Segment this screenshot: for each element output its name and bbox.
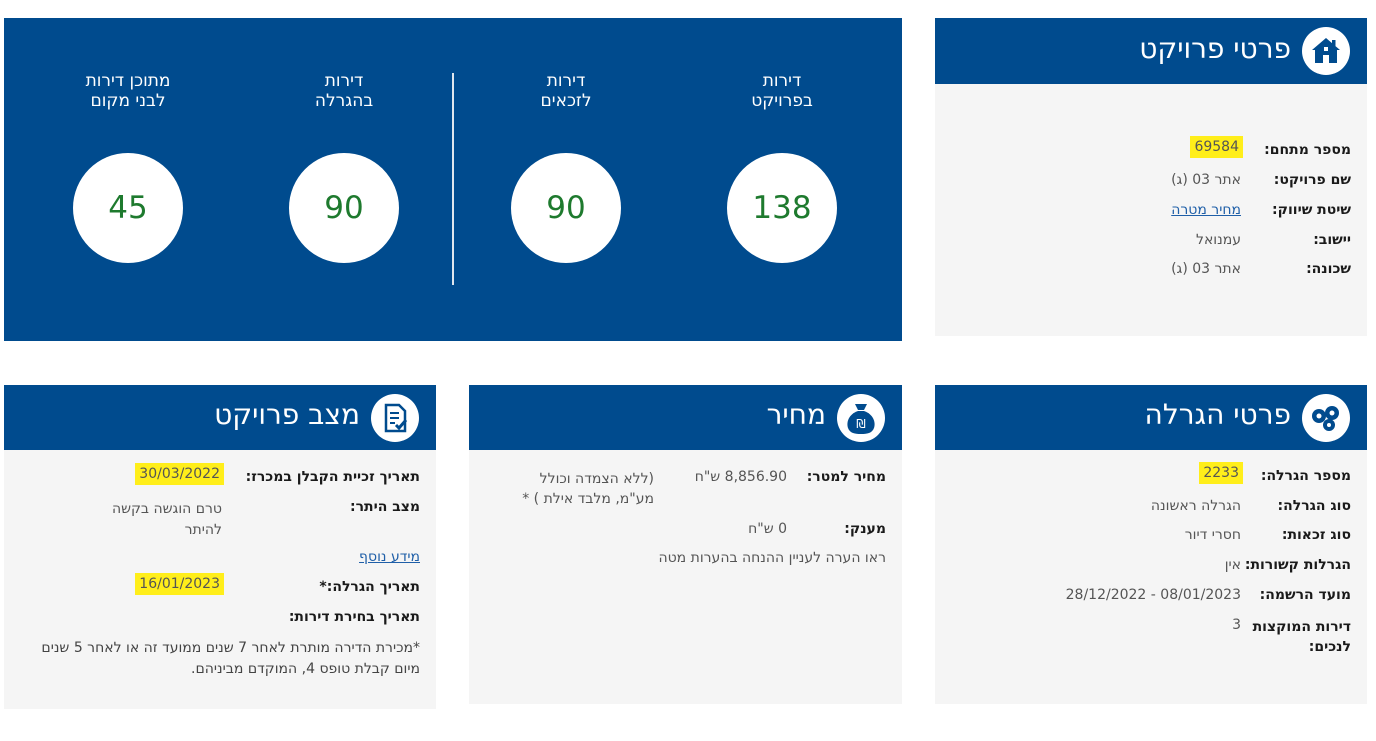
registration-period-value: 08/01/2023 - 28/12/2022 bbox=[1065, 587, 1241, 603]
related-lotteries-value: אין bbox=[1224, 557, 1241, 573]
svg-text:₪: ₪ bbox=[856, 417, 865, 431]
disabled-apartments-label: דירות המוקצות לנכים: bbox=[1253, 617, 1351, 657]
stat-label: מתוכן דירות לבני מקום bbox=[38, 71, 218, 111]
permit-status-line1: טרם הוגשה בקשה bbox=[111, 501, 222, 517]
stat-value: 45 bbox=[73, 153, 183, 263]
card-header: מצב פרויקט bbox=[4, 385, 436, 450]
contractor-win-date-value: 30/03/2022 bbox=[135, 463, 224, 485]
stat-label-line2: בהגרלה bbox=[314, 91, 374, 111]
resale-footnote: *מכירת הדירה מותרת לאחר 7 שנים ממועד זה … bbox=[41, 638, 420, 680]
compound-number-value: 69584 bbox=[1190, 136, 1243, 158]
stat-label: דירות בפרויקט bbox=[692, 71, 872, 111]
stats-divider bbox=[452, 73, 454, 285]
neighborhood-value: אתר 03 (ג) bbox=[1171, 261, 1241, 277]
apartment-selection-date-label: תאריך בחירת דירות: bbox=[288, 609, 420, 625]
disabled-apartments-value: 3 bbox=[1232, 617, 1241, 633]
stat-label-line1: דירות bbox=[546, 71, 586, 91]
card-title: פרטי פרויקט bbox=[1139, 32, 1291, 65]
stat-value: 90 bbox=[289, 153, 399, 263]
stat-label-line1: דירות bbox=[324, 71, 364, 91]
compound-number-label: מספר מתחם: bbox=[1264, 142, 1351, 158]
card-header: ₪ מחיר bbox=[469, 385, 902, 450]
lottery-date-label: תאריך הגרלה:* bbox=[319, 579, 420, 595]
lottery-type-value: הגרלה ראשונה bbox=[1150, 498, 1241, 514]
stat-label: דירות בהגרלה bbox=[254, 71, 434, 111]
card-title: מחיר bbox=[766, 398, 826, 431]
apartments-stats-panel: דירות בפרויקט 138 דירות לזכאים 90 דירות … bbox=[4, 18, 902, 341]
eligibility-type-label: סוג זכאות: bbox=[1281, 527, 1351, 543]
contractor-win-date-text: 30/03/2022 bbox=[135, 463, 224, 485]
grant-label: מענק: bbox=[844, 521, 886, 537]
contractor-win-date-label: תאריך זכיית הקבלן במכרז: bbox=[245, 469, 420, 485]
marketing-method-label: שיטת שיווק: bbox=[1272, 202, 1351, 218]
permit-status-label: מצב היתר: bbox=[349, 499, 420, 515]
stat-label-line2: לזכאים bbox=[540, 91, 592, 111]
stat-label-line2: לבני מקום bbox=[90, 91, 166, 111]
price-note: (ללא הצמדה וכולל מע"מ, מלבד אילת ) * bbox=[522, 469, 654, 509]
eligibility-type-value: חסרי דיור bbox=[1184, 527, 1241, 543]
settlement-label: יישוב: bbox=[1313, 232, 1351, 248]
registration-period-label: מועד הרשמה: bbox=[1259, 587, 1351, 603]
card-header: פרטי פרויקט bbox=[935, 18, 1367, 84]
stat-value: 138 bbox=[727, 153, 837, 263]
lottery-number-text: 2233 bbox=[1199, 462, 1243, 484]
price-note-line2: מע"מ, מלבד אילת ) * bbox=[522, 491, 654, 507]
price-card: ₪ מחיר מחיר למטר: 8,856.90 ש"ח (ללא הצמד… bbox=[469, 385, 902, 704]
project-name-value: אתר 03 (ג) bbox=[1171, 172, 1241, 188]
permit-status-value: טרם הוגשה בקשה להיתר bbox=[112, 499, 222, 541]
lottery-date-text: 16/01/2023 bbox=[135, 573, 224, 595]
stat-label: דירות לזכאים bbox=[476, 71, 656, 111]
card-header: פרטי הגרלה bbox=[935, 385, 1367, 450]
card-title: מצב פרויקט bbox=[214, 398, 360, 431]
permit-status-line2: להיתר bbox=[184, 522, 222, 538]
related-lotteries-label: הגרלות קשורות: bbox=[1244, 557, 1351, 573]
stat-label-line1: דירות bbox=[762, 71, 802, 91]
money-bag-icon: ₪ bbox=[837, 394, 885, 442]
lottery-type-label: סוג הגרלה: bbox=[1277, 498, 1351, 514]
marketing-method-link[interactable]: מחיר מטרה bbox=[1171, 202, 1241, 218]
lottery-number-value: 2233 bbox=[1199, 462, 1243, 484]
settlement-value: עמנואל bbox=[1195, 232, 1241, 248]
card-title: פרטי הגרלה bbox=[1144, 398, 1291, 431]
compound-number-text: 69584 bbox=[1190, 136, 1243, 158]
lottery-date-value: 16/01/2023 bbox=[135, 573, 224, 595]
disabled-apartments-label-line1: דירות המוקצות bbox=[1252, 619, 1351, 635]
neighborhood-label: שכונה: bbox=[1306, 261, 1351, 277]
document-check-icon bbox=[371, 394, 419, 442]
lottery-details-card: פרטי הגרלה מספר הגרלה: 2233 סוג הגרלה: ה… bbox=[935, 385, 1367, 704]
stat-label-line1: מתוכן דירות bbox=[85, 71, 171, 91]
more-info-link[interactable]: מידע נוסף bbox=[359, 549, 420, 565]
grant-value: 0 ש"ח bbox=[748, 521, 787, 537]
price-per-meter-label: מחיר למטר: bbox=[806, 469, 886, 485]
discount-note: ראו הערה לעניין ההנחה בהערות מטה bbox=[658, 550, 886, 566]
price-note-line1: (ללא הצמדה וכולל bbox=[539, 471, 654, 487]
home-icon bbox=[1302, 27, 1350, 75]
lottery-balls-icon bbox=[1302, 394, 1350, 442]
stat-label-line2: בפרויקט bbox=[751, 91, 813, 111]
resale-footnote-line1: *מכירת הדירה מותרת לאחר 7 שנים ממועד זה … bbox=[41, 640, 420, 656]
resale-footnote-line2: מיום קבלת טופס 4, המוקדם מביניהם. bbox=[191, 661, 420, 677]
project-details-card: פרטי פרויקט מספר מתחם: 69584 שם פרויקט: … bbox=[935, 18, 1367, 336]
project-name-label: שם פרויקט: bbox=[1273, 172, 1351, 188]
stat-value: 90 bbox=[511, 153, 621, 263]
project-status-card: מצב פרויקט תאריך זכיית הקבלן במכרז: 30/0… bbox=[4, 385, 436, 709]
lottery-number-label: מספר הגרלה: bbox=[1260, 468, 1351, 484]
price-per-meter-value: 8,856.90 ש"ח bbox=[694, 469, 787, 485]
disabled-apartments-label-line2: לנכים: bbox=[1308, 639, 1351, 655]
